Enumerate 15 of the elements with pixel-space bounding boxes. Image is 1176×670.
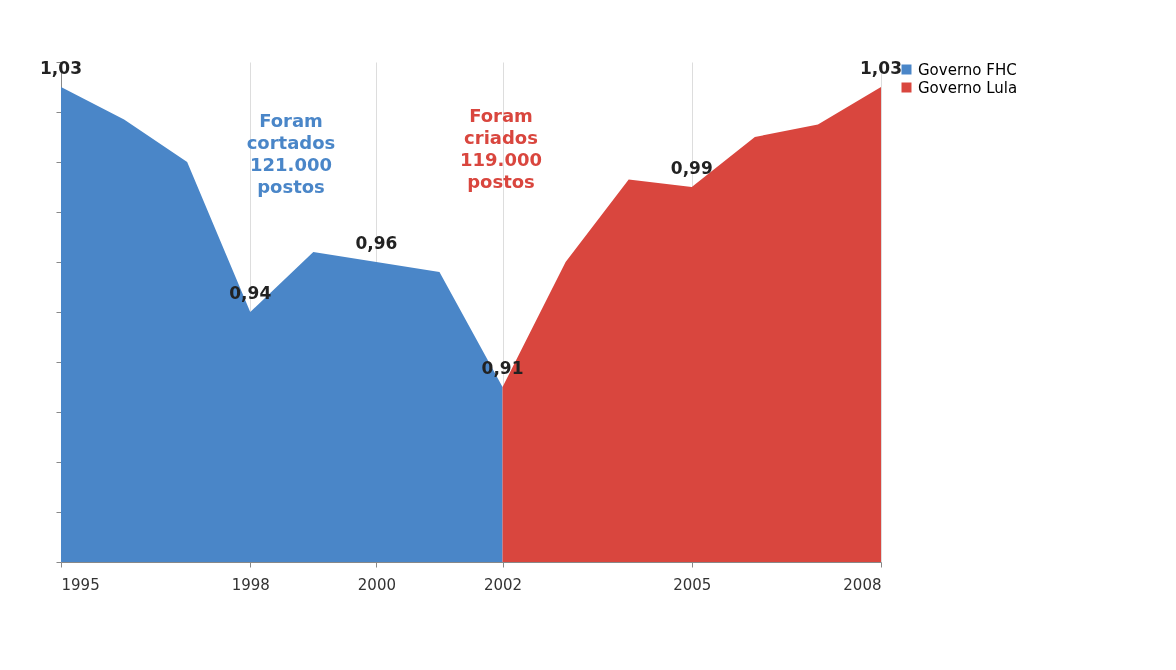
legend-label: Governo FHC [918,60,1017,79]
x-tick-label: 2000 [357,575,396,594]
annotation: Foram criados 119.000 postos [460,105,542,192]
data-label: 1,03 [40,58,82,78]
legend-label: Governo Lula [918,78,1018,97]
x-tick-label: 2005 [673,575,712,594]
annotation: Foram cortados 121.000 postos [246,110,336,197]
x-tick-label: 1998 [231,575,270,594]
data-label: 1,03 [860,58,902,78]
data-label: 0,99 [670,158,713,178]
data-label: 0,96 [355,233,398,253]
x-tick-label: 2008 [843,575,882,594]
x-tick-label: 1995 [61,575,100,594]
data-label: 0,91 [481,358,524,378]
x-tick-label: 2002 [483,575,523,594]
